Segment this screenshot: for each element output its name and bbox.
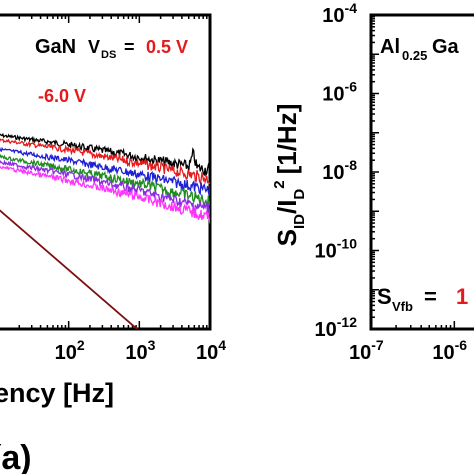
panel-a-series-line <box>0 165 210 224</box>
panel-b-y-tick-label: 10-10 <box>315 236 358 263</box>
svfb-annotation: S Vfb = 1 <box>377 284 468 314</box>
panel-a-x-tick-label: 102 <box>55 337 85 364</box>
panel-a-x-axis-label: ency [Hz] <box>0 378 114 408</box>
panel-a-x-tick-labels: 102 103 104 <box>55 337 227 364</box>
ylabel-s-sub: ID <box>291 214 308 229</box>
svfb-s-text: S <box>377 284 392 309</box>
svg-text:SID/ID2[1/Hz]: SID/ID2 [1/Hz] <box>271 104 308 247</box>
panel-a-plot: GaN V DS = 0.5 V -6.0 V 102 103 104 ency [… <box>0 13 227 474</box>
panel-a-series-line <box>0 146 210 196</box>
panel-b-y-tick-label: 10-12 <box>315 314 358 341</box>
panel-b-title: Al 0.25 Ga <box>380 36 460 63</box>
panel-a-series-line <box>0 138 210 185</box>
panel-a-vds-label: V DS = 0.5 V <box>88 37 188 61</box>
panel-a-series-line <box>0 153 210 208</box>
panel-b-plot: 10-4 10-6 10-8 10-10 10-12 10-7 10-6 Al 0.25 … <box>271 0 474 364</box>
panel-b-y-axis-label: SID/ID2 [1/Hz] <box>271 104 308 247</box>
title-al-text: Al <box>380 36 400 58</box>
svfb-sub-text: Vfb <box>392 299 413 314</box>
svfb-value-text: 1 <box>456 284 468 309</box>
title-ga-text: Ga <box>432 36 460 58</box>
panel-a-title-gan: GaN <box>35 36 76 58</box>
ylabel-i-sub: D <box>291 189 308 200</box>
svfb-eq-text: = <box>424 284 437 309</box>
vds-sub-text: DS <box>101 49 116 61</box>
ylabel-unit: [1/Hz] <box>272 104 302 175</box>
panel-b-y-tick-label: 10-4 <box>322 0 357 27</box>
vds-v-text: V <box>88 37 100 57</box>
panel-b-x-tick-label: 10-6 <box>432 337 467 364</box>
panel-b-y-tick-labels: 10-4 10-6 10-8 10-10 10-12 <box>315 0 358 341</box>
bias-label: -6.0 V <box>38 86 86 106</box>
ylabel-s: S <box>272 229 302 246</box>
vds-value-text: 0.5 V <box>146 37 188 57</box>
panel-a-label: (a) <box>0 439 32 474</box>
panel-a-frame <box>0 13 212 331</box>
panel-b-x-tick-label: 10-7 <box>349 337 384 364</box>
panel-b-x-tick-labels: 10-7 10-6 <box>349 337 467 364</box>
panel-a-x-tick-label: 103 <box>125 337 155 364</box>
title-sub-text: 0.25 <box>402 48 427 63</box>
ylabel-slash: /I <box>272 200 302 214</box>
ylabel-sup: 2 <box>271 180 288 188</box>
panel-a-series-line <box>0 132 210 178</box>
vds-eq-text: = <box>124 37 135 57</box>
panel-a-series-line <box>0 159 210 215</box>
panel-a-reference-line <box>0 209 139 329</box>
panel-b-y-tick-label: 10-6 <box>322 79 357 106</box>
panel-a-x-tick-label: 104 <box>196 337 226 364</box>
panel-b-y-tick-label: 10-8 <box>322 157 357 184</box>
